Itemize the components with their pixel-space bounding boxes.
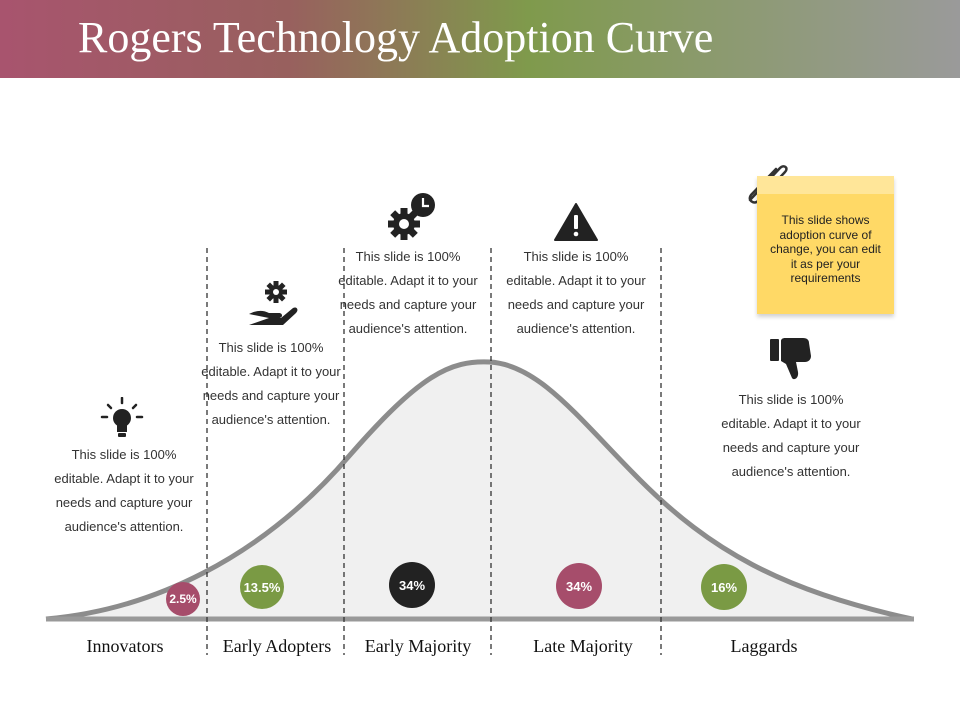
description-late-majority: This slide is 100% editable. Adapt it to…	[506, 249, 646, 336]
bell-curve	[45, 359, 913, 622]
description-laggards: This slide is 100% editable. Adapt it to…	[721, 392, 861, 479]
thumbs-down-icon	[770, 338, 811, 380]
sticky-note-text: This slide shows adoption curve of chang…	[770, 213, 881, 285]
description-innovators: This slide is 100% editable. Adapt it to…	[54, 447, 194, 534]
sticky-note: This slide shows adoption curve of chang…	[757, 176, 894, 314]
stage-label-innovators: Innovators	[86, 636, 164, 656]
sticky-note-tab	[757, 176, 894, 194]
percent-badge-early-adopters: 13.5%	[240, 565, 284, 609]
description-early-majority: This slide is 100% editable. Adapt it to…	[338, 249, 478, 336]
bell-curve-fill	[46, 361, 912, 619]
warning-icon	[554, 203, 598, 241]
stage-label-early-adopters: Early Adopters	[222, 636, 332, 656]
page-title: Rogers Technology Adoption Curve	[78, 13, 714, 62]
percent-badge-late-majority: 34%	[556, 563, 602, 609]
gear-clock-icon	[388, 193, 435, 240]
percent-badge-early-majority: 34%	[389, 562, 435, 608]
hand-gear-icon	[249, 281, 298, 325]
lightbulb-icon	[100, 397, 144, 437]
percent-badge-innovators: 2.5%	[166, 582, 200, 616]
stage-label-late-majority: Late Majority	[533, 636, 633, 656]
stage-label-early-majority: Early Majority	[364, 636, 472, 656]
stage-label-laggards: Laggards	[730, 636, 798, 656]
description-early-adopters: This slide is 100% editable. Adapt it to…	[201, 340, 341, 427]
percent-badge-laggards: 16%	[701, 564, 747, 610]
title-bar: Rogers Technology Adoption Curve	[0, 0, 960, 78]
